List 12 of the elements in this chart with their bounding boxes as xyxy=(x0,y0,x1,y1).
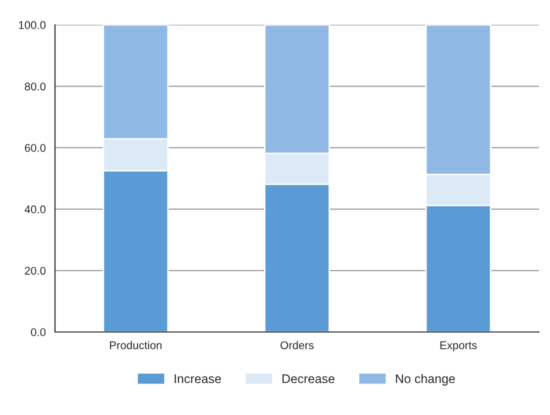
x-tick-label: Orders xyxy=(280,341,314,350)
y-tick-label: 60.0 xyxy=(24,144,46,152)
x-tick-label: Production xyxy=(110,341,162,350)
legend-label: Decrease xyxy=(282,374,334,384)
x-tick-label: Exports xyxy=(440,341,477,352)
y-tick-label: 20.0 xyxy=(24,266,46,275)
y-tick-label: 0.0 xyxy=(30,328,46,336)
legend-label: No change xyxy=(396,374,455,386)
y-tick-label: 80.0 xyxy=(24,82,46,90)
legend-label: Increase xyxy=(174,374,221,384)
y-tick-label: 40.0 xyxy=(24,205,46,214)
y-tick-label: 100.0 xyxy=(19,21,46,30)
